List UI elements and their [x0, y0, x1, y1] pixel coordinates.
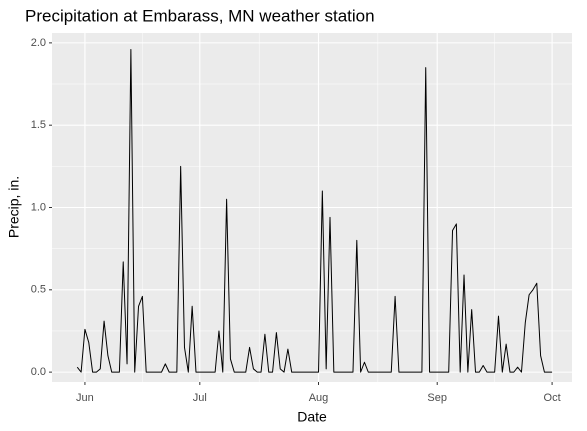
x-axis-title: Date: [297, 409, 327, 425]
y-tick-label: 1.5: [31, 119, 46, 131]
y-tick-label: 0.0: [31, 366, 46, 378]
x-tick-label: Oct: [544, 392, 561, 404]
x-tick-label: Jun: [76, 392, 94, 404]
y-tick-label: 0.5: [31, 284, 46, 296]
y-tick-label: 1.0: [31, 201, 46, 213]
precip-line: [76, 48, 553, 373]
chart-title: Precipitation at Embarass, MN weather st…: [25, 6, 375, 25]
y-tick-label: 2.0: [31, 37, 46, 49]
y-axis-title: Precip, in.: [6, 176, 22, 238]
grid: [52, 33, 572, 382]
x-tick-label: Jul: [193, 392, 207, 404]
x-tick-label: Sep: [427, 392, 447, 404]
marks: [76, 48, 553, 373]
x-tick-label: Aug: [309, 392, 329, 404]
